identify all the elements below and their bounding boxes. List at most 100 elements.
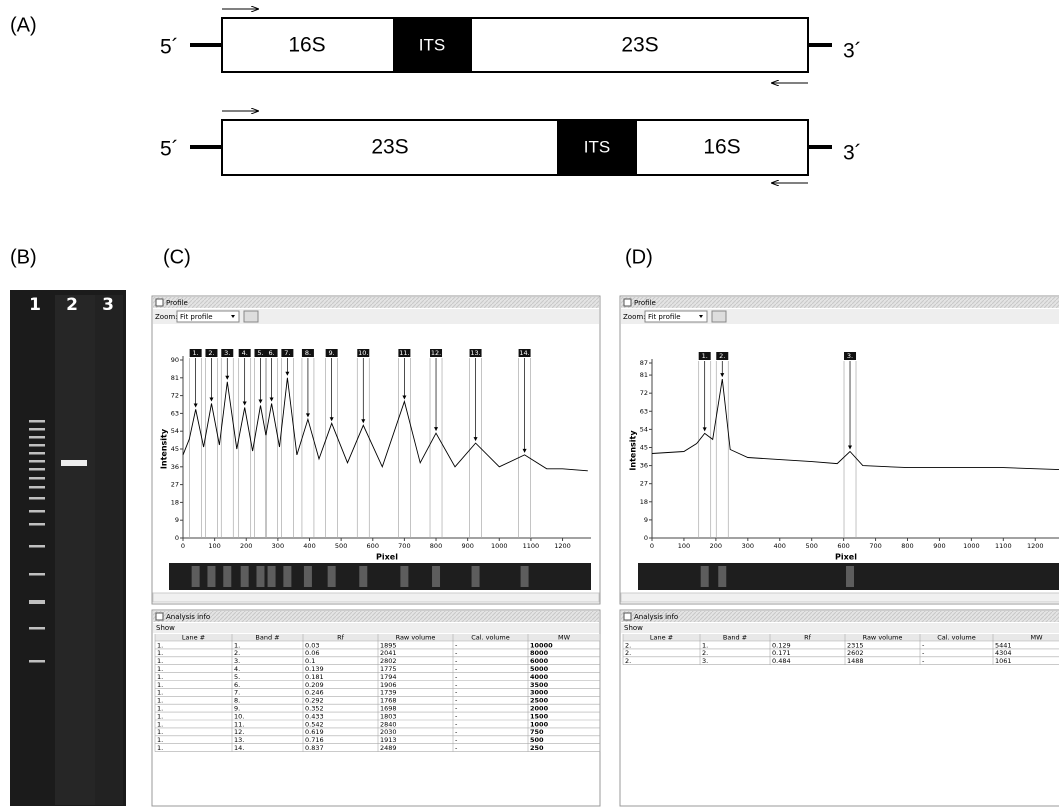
strip-band bbox=[718, 566, 727, 587]
lane-label: 3 bbox=[102, 295, 114, 315]
menu-show[interactable]: Show bbox=[624, 624, 643, 632]
table-cell: 7. bbox=[234, 689, 240, 697]
x-tick-label: 200 bbox=[240, 542, 252, 550]
peak-tag bbox=[357, 349, 370, 357]
title-bar bbox=[153, 297, 599, 308]
window-frame bbox=[619, 295, 1059, 605]
zoom-value: Fit profile bbox=[180, 313, 213, 321]
strip-band bbox=[359, 566, 368, 587]
zoom-dropdown[interactable] bbox=[644, 310, 708, 323]
table-cell: - bbox=[455, 649, 458, 657]
table-cell: 1. bbox=[157, 728, 163, 736]
menu-show[interactable]: Show bbox=[156, 624, 175, 632]
window-frame bbox=[619, 609, 1059, 807]
zoom-dropdown[interactable] bbox=[176, 310, 240, 323]
peak-button[interactable] bbox=[711, 310, 727, 323]
title-bar bbox=[153, 611, 599, 622]
profile-curve bbox=[182, 377, 588, 472]
strip-band bbox=[471, 566, 480, 587]
y-tick-label: 90 bbox=[171, 356, 179, 364]
peak-arrow bbox=[329, 417, 334, 422]
table-cell: 2. bbox=[625, 657, 631, 665]
column-header: Band # bbox=[723, 634, 747, 642]
strip-band bbox=[283, 566, 292, 587]
peak-label: 13. bbox=[470, 349, 480, 357]
peak-arrow bbox=[702, 427, 707, 432]
window-title: Analysis info bbox=[634, 613, 678, 621]
gel-band bbox=[29, 627, 45, 630]
peak-label: 1. bbox=[702, 352, 708, 360]
x-tick-label: 1200 bbox=[1027, 542, 1044, 550]
y-tick-label: 45 bbox=[640, 443, 648, 451]
panel-label: (A) bbox=[10, 14, 37, 36]
y-tick-label: 0 bbox=[644, 534, 648, 542]
y-axis-label: Intensity bbox=[629, 430, 638, 471]
strip-band bbox=[207, 566, 216, 587]
table-header bbox=[155, 634, 600, 641]
x-tick-label: 500 bbox=[335, 542, 347, 550]
table-cell: 1. bbox=[702, 641, 708, 649]
table-cell: - bbox=[455, 641, 458, 649]
strip-band bbox=[432, 566, 441, 587]
column-header: Band # bbox=[255, 634, 279, 642]
peak-arrow bbox=[285, 371, 290, 376]
table-cell: 13. bbox=[234, 736, 244, 744]
peak-tag bbox=[716, 352, 729, 360]
peak-label: 5. bbox=[257, 349, 263, 357]
gel-band bbox=[29, 468, 45, 471]
peak-tag bbox=[325, 349, 338, 357]
table-cell: 0.433 bbox=[305, 712, 324, 720]
panel-label: (D) bbox=[625, 246, 653, 268]
table-cell: - bbox=[455, 697, 458, 705]
gel-band bbox=[29, 600, 45, 604]
strip-band bbox=[256, 566, 265, 587]
x-axis-label: Pixel bbox=[376, 553, 398, 562]
table-cell: 1. bbox=[157, 720, 163, 728]
window-title: Profile bbox=[634, 299, 656, 307]
peak-label: 6. bbox=[268, 349, 274, 357]
table-cell: 8. bbox=[234, 697, 240, 705]
table-cell: 1. bbox=[157, 657, 163, 665]
table-cell: 1. bbox=[157, 697, 163, 705]
table-cell: 1. bbox=[157, 736, 163, 744]
scrollbar bbox=[152, 592, 600, 603]
peak-tag bbox=[254, 349, 267, 357]
peak-arrow bbox=[269, 397, 274, 402]
gel-band bbox=[29, 460, 45, 463]
x-tick-label: 400 bbox=[774, 542, 786, 550]
table-cell: 2000 bbox=[530, 704, 549, 712]
table-cell: 5000 bbox=[530, 665, 549, 673]
table-cell: 1. bbox=[157, 673, 163, 681]
x-tick-label: 1000 bbox=[491, 542, 508, 550]
table-cell: 0.03 bbox=[305, 641, 319, 649]
y-tick-label: 27 bbox=[640, 480, 648, 488]
table-cell: 250 bbox=[530, 744, 544, 752]
table-cell: 9. bbox=[234, 704, 240, 712]
table-cell: 6. bbox=[234, 681, 240, 689]
strip-band bbox=[700, 566, 709, 587]
segment-label: 23S bbox=[621, 34, 658, 57]
x-tick-label: 200 bbox=[710, 542, 722, 550]
y-tick-label: 81 bbox=[171, 374, 179, 382]
x-tick-label: 1200 bbox=[554, 542, 571, 550]
table-cell: 4. bbox=[234, 665, 240, 673]
peak-button[interactable] bbox=[243, 310, 259, 323]
gel-band bbox=[29, 420, 45, 423]
y-tick-label: 72 bbox=[171, 392, 179, 400]
table-cell: - bbox=[455, 673, 458, 681]
table-cell: 0.246 bbox=[305, 689, 324, 697]
y-tick-label: 36 bbox=[171, 463, 179, 471]
profile-window: Profile Zoom: Fit profile 0 9 18 27 36 45 54 63 72 8… bbox=[619, 295, 1059, 807]
table-cell: 0.171 bbox=[772, 649, 791, 657]
table-cell: 0.716 bbox=[305, 736, 324, 744]
x-tick-label: 0 bbox=[650, 542, 654, 550]
x-tick-label: 300 bbox=[742, 542, 754, 550]
table-cell: 2. bbox=[625, 641, 631, 649]
peak-arrow bbox=[402, 395, 407, 400]
operon-diagram: 5´ 3´ 23S ITS 16S bbox=[160, 111, 862, 183]
peak-tag bbox=[518, 349, 531, 357]
y-tick-label: 18 bbox=[171, 498, 179, 506]
table-cell: 1. bbox=[157, 712, 163, 720]
peak-tag bbox=[281, 349, 294, 357]
